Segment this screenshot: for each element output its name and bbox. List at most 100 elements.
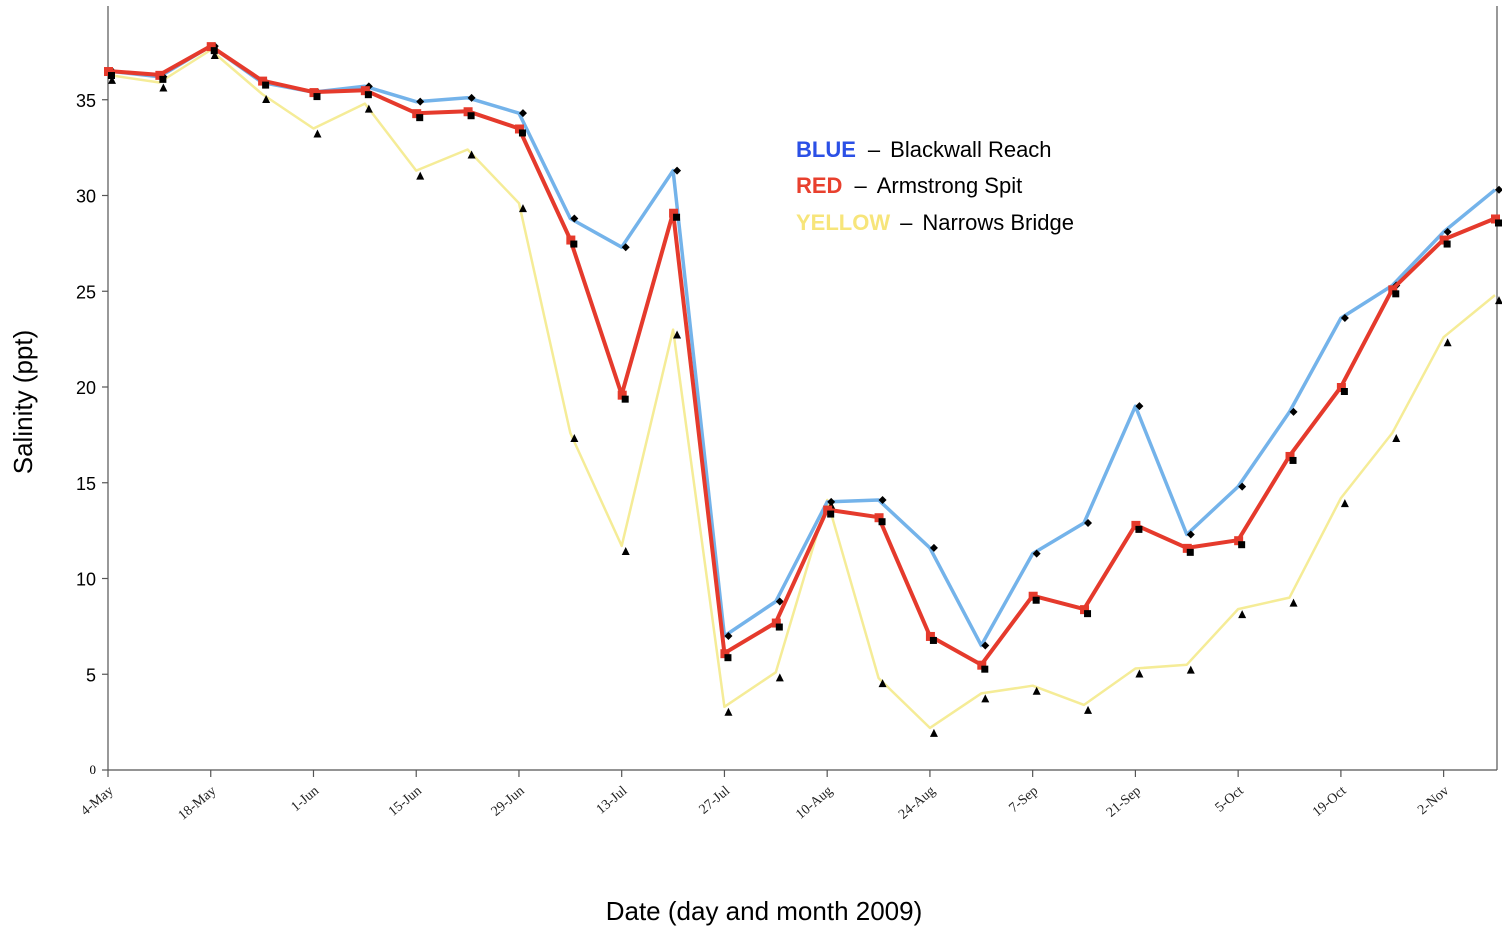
- data-point: [416, 171, 425, 180]
- data-point-shadow: [108, 72, 115, 80]
- x-tick-label: 19-Oct: [1310, 784, 1350, 821]
- data-point-shadow: [1186, 548, 1194, 556]
- data-point-shadow: [827, 510, 835, 518]
- data-point: [1186, 665, 1195, 674]
- data-point-shadow: [570, 240, 578, 248]
- legend-separator-blue: –: [868, 137, 881, 162]
- x-tick-label: 1-Jun: [289, 784, 322, 815]
- data-point: [673, 330, 682, 339]
- x-tick-label: 29-Jun: [489, 784, 528, 820]
- data-point-shadow: [159, 75, 167, 83]
- data-point: [1131, 520, 1141, 530]
- data-point-shadow: [1392, 290, 1400, 298]
- data-point-shadow: [1032, 596, 1040, 604]
- series-line: [107, 44, 1496, 667]
- data-point: [518, 204, 527, 213]
- y-tick-label: 35: [76, 91, 96, 111]
- data-point: [771, 618, 781, 628]
- data-point: [1340, 499, 1349, 508]
- series-line: [107, 48, 1496, 730]
- legend-entry-blue: BLUE – Blackwall Reach: [796, 137, 1052, 162]
- y-tick-label: 5: [86, 665, 96, 685]
- data-point: [1135, 402, 1144, 411]
- x-tick-label: 5-Oct: [1213, 784, 1247, 816]
- legend-entry-yellow: YELLOW – Narrows Bridge: [796, 210, 1074, 235]
- y-tick-label: 10: [76, 570, 96, 590]
- data-point: [518, 109, 527, 118]
- data-point: [1234, 536, 1244, 546]
- legend-key-red: RED: [796, 173, 842, 198]
- data-point: [1182, 543, 1192, 553]
- data-point: [514, 124, 524, 134]
- data-point: [775, 597, 784, 606]
- data-point: [1495, 296, 1502, 305]
- data-point: [621, 243, 630, 252]
- data-point: [617, 390, 627, 400]
- data-point: [1443, 338, 1452, 347]
- legend-separator-red: –: [854, 173, 867, 198]
- data-point: [1084, 705, 1093, 714]
- data-point: [1495, 185, 1502, 194]
- data-point: [1289, 598, 1298, 607]
- x-tick-label: 15-Jun: [386, 784, 425, 820]
- data-point: [724, 631, 733, 640]
- series-armstrong-spit: [104, 42, 1502, 673]
- x-axis-title: Date (day and month 2009): [606, 896, 923, 926]
- data-point: [1238, 482, 1247, 491]
- x-tick-label: 13-Jul: [594, 784, 631, 818]
- data-point: [669, 208, 679, 218]
- x-tick-label: 2-Nov: [1415, 784, 1452, 818]
- legend-label-blue: Blackwall Reach: [890, 137, 1051, 162]
- data-point: [467, 93, 476, 102]
- data-point: [929, 543, 938, 552]
- data-point: [724, 707, 733, 716]
- data-point: [1084, 518, 1093, 527]
- data-point: [258, 76, 268, 86]
- y-tick-label: 25: [76, 282, 96, 302]
- data-point-shadow: [1340, 388, 1348, 395]
- data-point: [874, 513, 884, 523]
- data-point: [108, 75, 116, 84]
- data-point: [775, 673, 784, 682]
- data-point-shadow: [1238, 541, 1246, 549]
- data-point-shadow: [1135, 525, 1143, 533]
- data-point: [827, 497, 836, 506]
- data-point-shadow: [518, 129, 526, 137]
- y-tick-label: 30: [76, 187, 96, 207]
- series-layer: [104, 42, 1502, 737]
- x-tick-label: 24-Aug: [896, 784, 938, 823]
- data-point: [210, 50, 219, 59]
- legend-label-red: Armstrong Spit: [877, 173, 1023, 198]
- data-point-shadow: [724, 654, 732, 662]
- x-tick-label: 4-May: [78, 784, 116, 819]
- data-point: [313, 129, 322, 138]
- data-point: [1238, 610, 1247, 619]
- data-point: [360, 86, 370, 96]
- data-point: [416, 97, 425, 106]
- series-narrows-bridge: [107, 48, 1502, 737]
- data-point: [155, 70, 165, 80]
- data-point: [309, 88, 319, 98]
- data-point-shadow: [1289, 456, 1297, 464]
- data-point-shadow: [673, 213, 681, 221]
- data-point: [925, 631, 935, 641]
- data-point: [1080, 605, 1090, 615]
- data-point-shadow: [1495, 219, 1502, 227]
- data-point-shadow: [1084, 610, 1092, 618]
- legend: BLUE – Blackwall Reach RED – Armstrong S…: [796, 137, 1074, 235]
- legend-separator-yellow: –: [900, 210, 913, 235]
- legend-key-blue: BLUE: [796, 137, 856, 162]
- legend-key-yellow: YELLOW: [796, 210, 890, 235]
- data-point: [566, 235, 576, 245]
- data-point: [412, 109, 422, 119]
- y-axis-title: Salinity (ppt): [8, 330, 38, 475]
- data-point: [1388, 285, 1398, 295]
- legend-entry-red: RED – Armstrong Spit: [796, 173, 1022, 198]
- data-point: [1443, 227, 1452, 236]
- data-point-shadow: [364, 91, 372, 99]
- data-point-shadow: [210, 47, 218, 55]
- data-point: [364, 104, 373, 113]
- data-point: [977, 660, 987, 670]
- data-point-shadow: [775, 623, 783, 631]
- data-point: [981, 694, 990, 703]
